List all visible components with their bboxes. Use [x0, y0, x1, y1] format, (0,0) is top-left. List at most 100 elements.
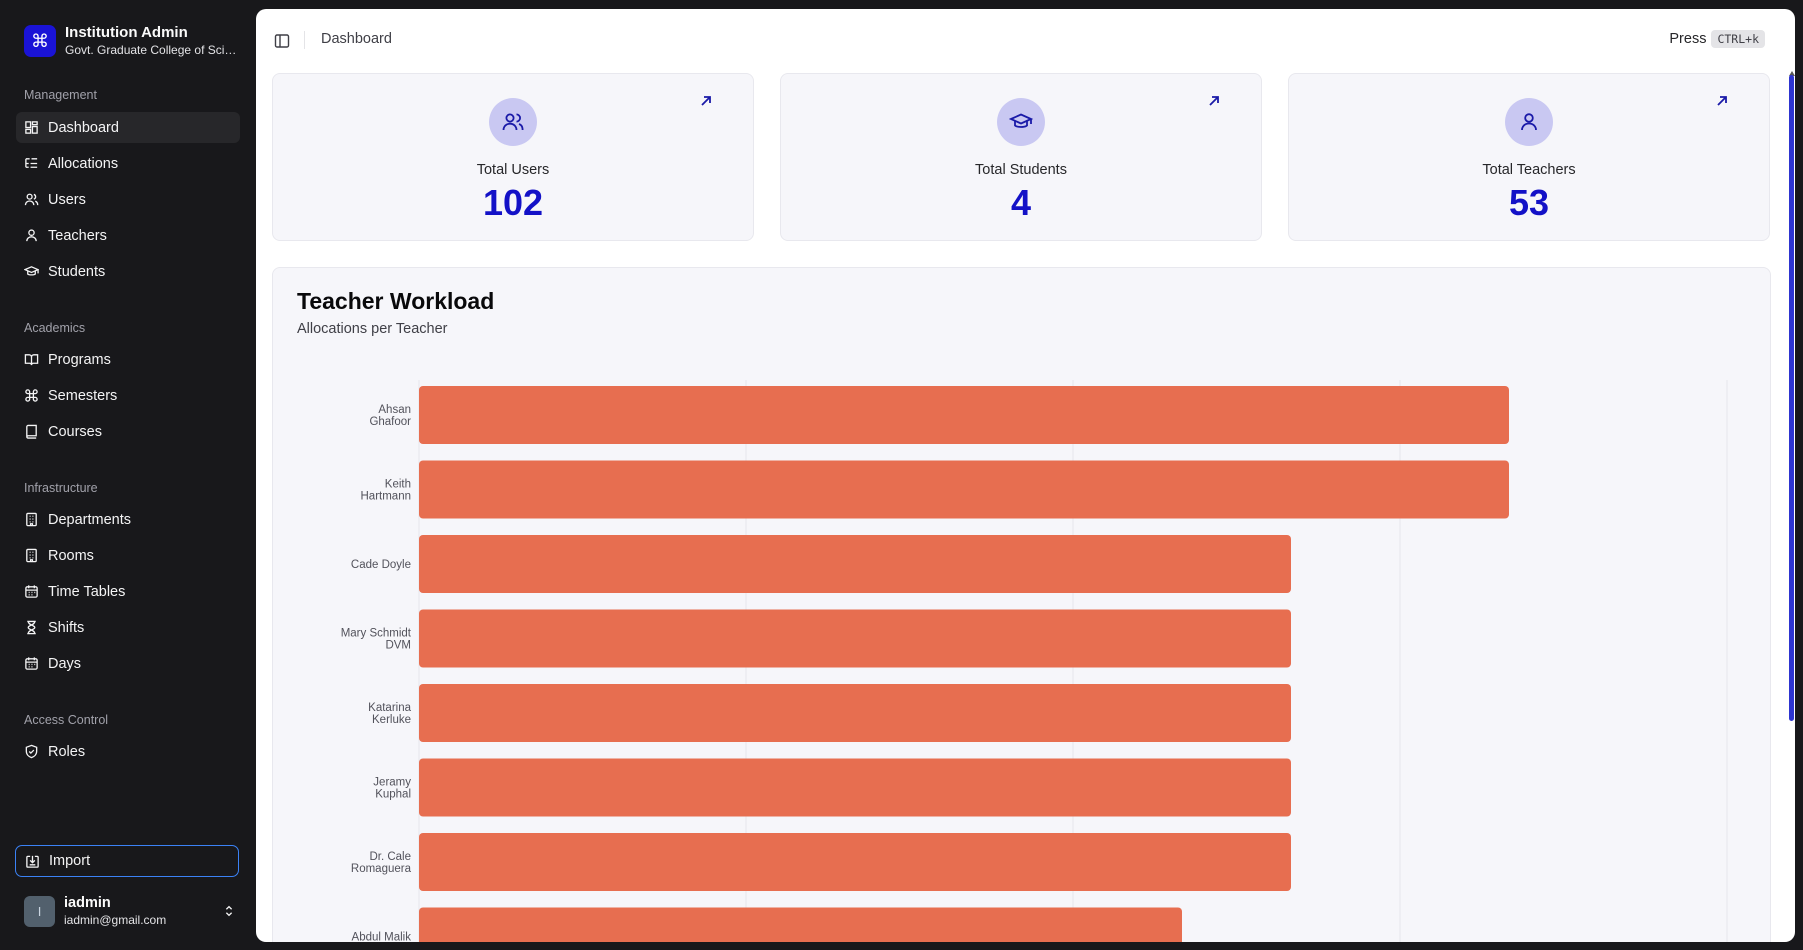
user-icon [1505, 98, 1553, 146]
bar[interactable] [419, 535, 1291, 593]
list-tree-icon [25, 158, 38, 168]
sidebar-item-label: Rooms [48, 547, 94, 564]
graduation-cap-icon [24, 266, 39, 276]
sidebar-item-label: Courses [48, 423, 102, 440]
sidebar-item-label: Roles [48, 743, 86, 760]
sidebar-item-dashboard[interactable]: Dashboard [16, 112, 240, 143]
tick-label: Abdul Malik [352, 932, 412, 943]
stat-label: Total Teachers [1482, 162, 1576, 178]
sidebar-item-label: Teachers [48, 227, 107, 244]
stat-value: 102 [482, 182, 544, 223]
bar[interactable] [419, 684, 1291, 742]
user-icon [26, 229, 37, 242]
panel-left-icon[interactable] [274, 33, 290, 49]
sidebar-item-rooms[interactable]: Rooms [16, 540, 240, 571]
scroll-up-arrow[interactable] [1789, 71, 1795, 76]
sidebar-item-shifts[interactable]: Shifts [16, 612, 240, 643]
book-open-icon [24, 354, 39, 366]
arrow-up-right-icon[interactable] [1207, 94, 1221, 108]
book-icon [26, 424, 37, 439]
sidebar-item-semesters[interactable]: Semesters [16, 380, 240, 411]
sidebar-item-time-tables[interactable]: Time Tables [16, 576, 240, 607]
stat-label: Total Students [975, 162, 1067, 178]
sidebar-item-label: Allocations [48, 155, 119, 172]
divider [304, 31, 305, 49]
sidebar-item-label: Shifts [48, 619, 85, 636]
group-label-access-control: Access Control [24, 713, 109, 727]
stat-label: Total Users [476, 162, 550, 178]
import-label: Import [49, 853, 91, 869]
scrollbar-thumb[interactable] [1789, 75, 1794, 721]
bar[interactable] [419, 460, 1509, 519]
group-label-infrastructure: Infrastructure [24, 481, 98, 495]
bar[interactable] [419, 386, 1509, 444]
sidebar-item-label: Time Tables [48, 583, 126, 600]
sidebar-item-departments[interactable]: Departments [16, 504, 240, 535]
tick-label: Katarina Kerluke [368, 702, 411, 726]
user-menu[interactable]: I iadmin iadmin@gmail.com [24, 894, 236, 928]
import-icon [26, 855, 39, 868]
sidebar-item-label: Users [48, 191, 86, 208]
tick-label: Jeramy Kuphal [373, 777, 411, 801]
teacher-workload-card: Teacher Workload Allocations per Teacher… [272, 267, 1771, 942]
sidebar-item-label: Students [48, 263, 106, 280]
chart-title: Teacher Workload [297, 288, 495, 314]
calendar-icon [25, 657, 38, 670]
sidebar-item-programs[interactable]: Programs [16, 344, 240, 375]
arrow-up-right-icon[interactable] [1715, 94, 1729, 108]
brand[interactable]: ⌘ Institution Admin Govt. Graduate Colle… [24, 24, 240, 58]
tick-label: Dr. Cale Romaguera [351, 851, 412, 875]
sidebar-item-courses[interactable]: Courses [16, 416, 240, 447]
import-button[interactable]: Import [15, 845, 239, 877]
main-content: Dashboard Press CTRL+k Total Users 102 T… [256, 9, 1795, 942]
command-icon: ⌘ [24, 25, 56, 57]
stat-card-total-students[interactable]: Total Students 4 [780, 73, 1262, 241]
command-icon [25, 389, 38, 402]
stat-card-total-teachers[interactable]: Total Teachers 53 [1288, 73, 1770, 241]
sidebar-item-teachers[interactable]: Teachers [16, 220, 240, 251]
sidebar-item-label: Semesters [48, 387, 118, 404]
hourglass-icon [27, 620, 36, 635]
bar[interactable] [419, 758, 1291, 817]
user-email: iadmin@gmail.com [64, 913, 167, 927]
building-icon [26, 512, 37, 527]
arrow-up-right-icon[interactable] [699, 94, 713, 108]
layout-dashboard-icon [25, 121, 38, 134]
press-label: Press [1669, 31, 1707, 47]
calendar-icon [25, 585, 38, 598]
avatar: I [24, 895, 55, 927]
group-label-academics: Academics [24, 321, 86, 335]
sidebar-item-students[interactable]: Students [16, 256, 240, 287]
building-icon [26, 548, 37, 563]
graduation-cap-icon [997, 98, 1045, 146]
bar[interactable] [419, 833, 1291, 891]
chart-subtitle: Allocations per Teacher [297, 321, 448, 337]
breadcrumb[interactable]: Dashboard [321, 31, 392, 47]
stat-value: 53 [1508, 182, 1550, 223]
brand-title: Institution Admin [65, 24, 188, 41]
tick-label: Ahsan Ghafoor [369, 404, 411, 428]
brand-subtitle: Govt. Graduate College of Science [65, 43, 240, 57]
stat-card-total-users[interactable]: Total Users 102 [272, 73, 754, 241]
shortcut-kbd: CTRL+k [1711, 30, 1765, 48]
sidebar: ⌘ Institution Admin Govt. Graduate Colle… [0, 0, 256, 950]
top-bar: Dashboard Press CTRL+k [256, 9, 1795, 69]
users-icon [24, 193, 39, 206]
sidebar-item-allocations[interactable]: Allocations [16, 148, 240, 179]
sidebar-item-label: Dashboard [48, 119, 119, 136]
tick-label: Keith Hartmann [361, 479, 412, 503]
sidebar-item-users[interactable]: Users [16, 184, 240, 215]
chevrons-up-down-icon [225, 905, 233, 917]
tick-label: Mary Schmidt DVM [341, 628, 412, 652]
shield-check-icon [25, 744, 38, 759]
stat-value: 4 [1010, 182, 1032, 223]
command-hint[interactable]: Press CTRL+k [1669, 30, 1765, 48]
bar[interactable] [419, 907, 1182, 943]
group-label-management: Management [24, 88, 97, 102]
bar[interactable] [419, 609, 1291, 668]
user-name: iadmin [64, 895, 111, 911]
sidebar-item-label: Days [48, 655, 82, 672]
sidebar-item-roles[interactable]: Roles [16, 736, 240, 767]
sidebar-item-days[interactable]: Days [16, 648, 240, 679]
sidebar-item-label: Programs [48, 351, 111, 368]
